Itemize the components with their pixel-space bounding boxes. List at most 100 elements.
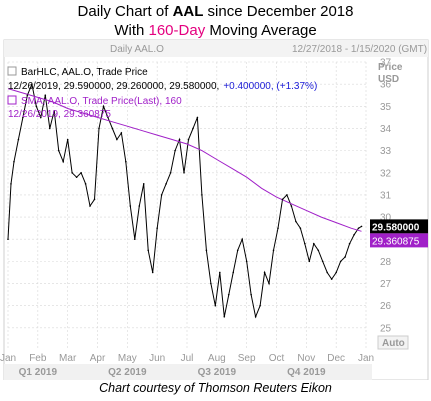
y-axis-label: Price: [378, 62, 403, 73]
chart-title-line-1: Daily Chart of AAL since December 2018: [0, 2, 431, 21]
price-point: [133, 238, 136, 241]
price-point: [75, 176, 78, 178]
title-prefix: Daily Chart of: [77, 3, 173, 20]
title-ticker: AAL: [172, 3, 204, 20]
price-point: [205, 249, 208, 252]
auto-scale-button[interactable]: [377, 335, 409, 350]
chart-footer: Chart courtesy of Thomson Reuters Eikon: [99, 381, 332, 395]
price-point: [321, 260, 324, 263]
price-point: [353, 234, 355, 236]
price-point: [120, 132, 123, 134]
quarter-bar: [4, 364, 372, 380]
title2-prefix: With: [114, 22, 149, 39]
price-point: [330, 278, 333, 280]
price-point: [183, 171, 185, 174]
price-point: [17, 138, 20, 141]
legend-sma-values: 12/26/2019, 29.360875: [8, 109, 111, 120]
price-point: [236, 249, 239, 252]
y-tick-label: 33: [380, 146, 392, 157]
price-point: [277, 227, 279, 229]
x-tick-label: Jan: [358, 353, 374, 364]
x-tick-label: Aug: [208, 353, 226, 364]
price-point: [98, 127, 100, 130]
price-point: [335, 271, 337, 274]
price-point: [326, 271, 329, 274]
legend-price-swatch: [7, 66, 17, 76]
price-point: [142, 183, 145, 185]
y-tick-label: 27: [380, 279, 392, 290]
price-point: [192, 127, 194, 130]
price-point: [44, 94, 47, 97]
y-tick-label: 28: [380, 257, 392, 268]
price-point: [102, 105, 105, 108]
price-point: [348, 242, 351, 245]
price-point: [241, 238, 243, 241]
price-point: [31, 83, 33, 85]
x-tick-label: Oct: [269, 353, 285, 364]
chart-header-date-range: 12/27/2018 - 1/15/2020 (GMT): [292, 44, 427, 55]
x-tick-label: Nov: [297, 353, 315, 364]
price-point: [22, 116, 24, 119]
price-point: [7, 238, 9, 241]
auto-scale-label: Auto: [382, 338, 405, 349]
price-point: [160, 194, 163, 196]
x-tick-label: Jul: [181, 353, 194, 364]
price-point: [53, 109, 56, 112]
price-point: [245, 260, 248, 263]
price-point: [169, 171, 172, 174]
price-point: [125, 160, 127, 163]
legend-price-values: 12/26/2019, 29.590000, 29.260000, 29.580…: [8, 81, 317, 92]
x-tick-label: Mar: [59, 353, 77, 364]
chart-header-label: Daily AAL.O: [110, 44, 164, 55]
title-suffix: since December 2018: [203, 3, 354, 20]
last-sma-tag: [370, 233, 428, 248]
price-point: [165, 183, 167, 185]
price-point: [178, 138, 181, 141]
y-tick-label: 30: [380, 213, 392, 224]
price-point: [227, 293, 230, 296]
title2-highlight: 160-Day: [148, 22, 206, 39]
price-point: [290, 205, 293, 207]
price-point: [308, 260, 311, 263]
y-tick-label: 37: [380, 58, 392, 69]
last-price-text: 29.580000: [372, 222, 420, 233]
legend-sma-swatch: [7, 95, 17, 105]
last-price-tag: [370, 219, 428, 234]
price-point: [111, 127, 114, 130]
quarter-label: Q4 2019: [287, 367, 326, 378]
price-points: [7, 83, 363, 318]
legend-price-label: BarHLC, AAL.O, Trade Price: [21, 67, 148, 78]
legend-sma-label: SMA, AAL.O, Trade Price(Last), 160: [21, 96, 182, 107]
x-tick-label: Sep: [238, 353, 256, 364]
price-point: [299, 227, 302, 229]
price-point: [214, 304, 217, 307]
price-point: [196, 116, 199, 119]
y-tick-label: 35: [380, 102, 392, 113]
legend-price-change: +0.400000, (+1.37%): [223, 81, 317, 92]
price-point: [259, 304, 261, 307]
price-point: [93, 198, 96, 201]
price-point: [13, 160, 15, 163]
price-point: [80, 171, 82, 174]
legend: BarHLC, AAL.O, Trade Price 12/26/2019, 2…: [7, 66, 317, 120]
x-tick-label: May: [118, 353, 137, 364]
price-point: [286, 194, 288, 196]
sma-series-line: [7, 88, 362, 232]
price-point: [10, 183, 12, 185]
price-point: [272, 249, 275, 252]
price-point: [339, 260, 342, 263]
x-tick-label: Jun: [149, 353, 165, 364]
y-tick-label: 32: [380, 168, 392, 179]
price-point: [219, 271, 221, 274]
price-point: [250, 293, 252, 296]
price-point: [57, 149, 60, 152]
y-tick-label: 25: [380, 323, 392, 334]
price-point: [344, 256, 346, 258]
stock-chart[interactable]: Daily AAL.O 12/27/2018 - 1/15/2020 (GMT)…: [0, 0, 431, 380]
y-tick-label: 26: [380, 301, 392, 312]
y-axis-unit: USD: [378, 74, 399, 85]
price-point: [116, 138, 118, 141]
quarter-labels: Q1 2019 Q2 2019 Q3 2019 Q4 2019: [19, 367, 326, 378]
price-point: [201, 194, 203, 196]
x-tick-label: Dec: [327, 353, 345, 364]
